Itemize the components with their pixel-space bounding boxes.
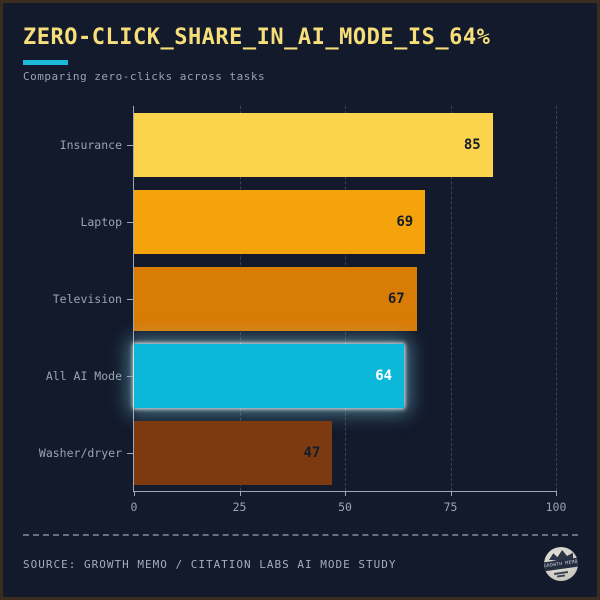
x-tick-label-0: 0: [130, 500, 138, 514]
category-label-washer-dryer: Washer/dryer: [38, 445, 122, 460]
category-label-all-ai-mode: All AI Mode: [45, 368, 122, 383]
y-tick: [127, 452, 133, 454]
bar-television: 67: [134, 266, 417, 331]
title-accent-bar: [23, 60, 68, 65]
bar-value-label: 85: [463, 136, 481, 153]
badge-decoration: [556, 574, 566, 578]
x-tick-label-75: 75: [443, 500, 458, 514]
y-tick: [127, 375, 133, 377]
x-tick-50: [345, 491, 346, 496]
bar-all-ai-mode: 64: [134, 343, 405, 408]
x-tick-0: [134, 491, 135, 496]
category-label-insurance: Insurance: [59, 137, 122, 152]
category-label-laptop: Laptop: [80, 214, 122, 229]
x-tick-label-50: 50: [338, 500, 352, 514]
growth-memo-badge: GROWTH MEMO: [544, 547, 578, 581]
bar-value-label: 69: [396, 213, 414, 230]
gridline-100: [556, 106, 557, 491]
x-tick-label-25: 25: [232, 500, 247, 514]
bar-value-label: 64: [375, 367, 393, 384]
chart-subtitle: Comparing zero-clicks across tasks: [23, 70, 266, 83]
x-tick-25: [239, 491, 241, 496]
bar-washer-dryer: 47: [134, 420, 333, 485]
y-tick: [127, 221, 133, 223]
bar-chart: 85 Insurance 69 Laptop 67 Television 64 All AI …: [39, 106, 566, 514]
bar-value-label: 67: [387, 290, 405, 307]
bar-laptop: 69: [134, 189, 426, 254]
x-tick-label-100: 100: [545, 500, 567, 514]
y-tick: [127, 298, 133, 300]
bar-value-label: 47: [303, 444, 321, 461]
badge-label: GROWTH MEMO: [544, 559, 578, 570]
page-title: ZERO-CLICK_SHARE_IN_AI_MODE_IS_64%: [23, 25, 491, 50]
bar-insurance: 85: [134, 112, 493, 177]
category-label-television: Television: [52, 291, 122, 306]
x-tick-100: [556, 491, 557, 496]
badge-band: GROWTH MEMO: [544, 557, 578, 572]
footer-divider: [23, 534, 578, 536]
source-text: SOURCE: GROWTH MEMO / CITATION LABS AI M…: [23, 558, 397, 571]
x-tick-75: [450, 491, 452, 496]
badge-mountain-icon: [549, 550, 573, 561]
gridline-75: [450, 106, 452, 491]
y-tick: [127, 144, 133, 146]
